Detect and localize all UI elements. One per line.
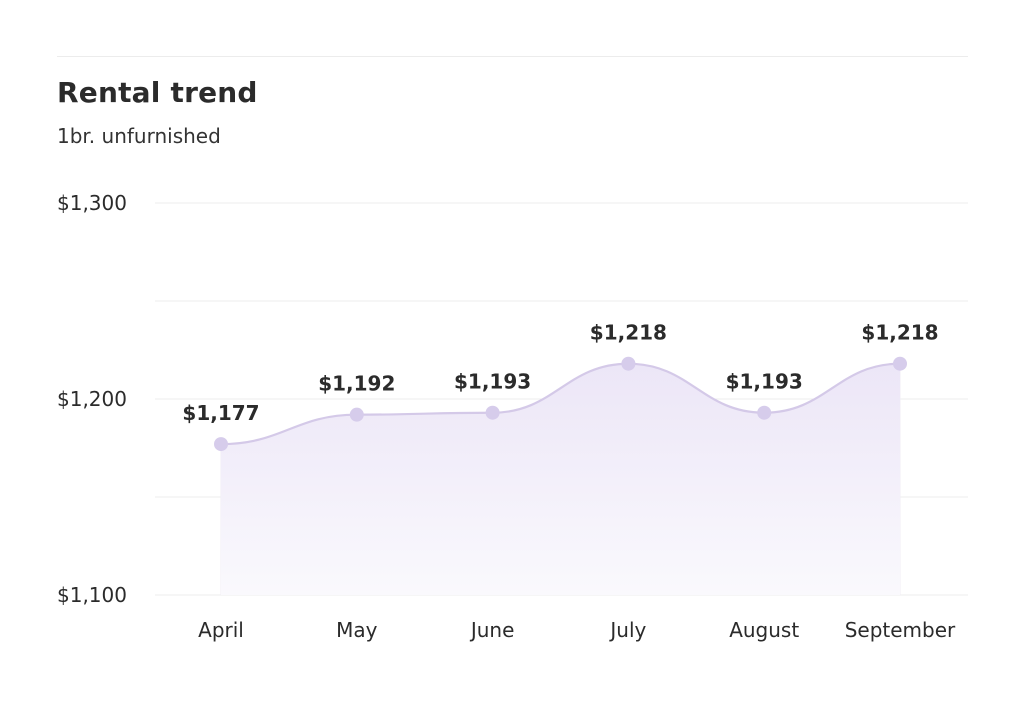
data-point-may[interactable] (349, 407, 364, 422)
labels-layer: $1,177 $1,192 $1,193 $1,218 $1,193 $1,218 (182, 321, 938, 425)
x-tick-label: April (198, 618, 244, 642)
data-label: $1,218 (590, 321, 667, 345)
data-label: $1,193 (726, 370, 803, 394)
data-point-april[interactable] (214, 437, 228, 452)
data-point-august[interactable] (757, 405, 772, 420)
data-point-september[interactable] (893, 356, 907, 371)
y-tick-label: $1,200 (57, 387, 127, 411)
y-tick-label: $1,100 (57, 583, 127, 607)
data-label: $1,177 (182, 401, 259, 425)
x-tick-label: August (729, 618, 799, 642)
x-tick-label: July (608, 618, 646, 642)
data-label: $1,192 (318, 372, 395, 396)
chart-subtitle: 1br. unfurnished (57, 124, 221, 148)
series-area (221, 363, 900, 595)
data-point-july[interactable] (621, 356, 636, 371)
data-label: $1,218 (861, 321, 938, 345)
series-line (220, 362, 901, 446)
x-tick-label: September (845, 618, 956, 642)
x-tick-label: May (336, 618, 378, 642)
data-label: $1,193 (454, 370, 531, 394)
x-tick-label: June (469, 618, 515, 642)
area-layer (220, 362, 901, 595)
top-divider (57, 56, 968, 57)
marks-layer (214, 356, 907, 452)
y-tick-label: $1,300 (57, 191, 127, 215)
chart-title: Rental trend (57, 76, 258, 109)
data-point-june[interactable] (485, 405, 500, 420)
axis-layer: $1,300 $1,200 $1,100 April May June July August… (57, 191, 956, 642)
